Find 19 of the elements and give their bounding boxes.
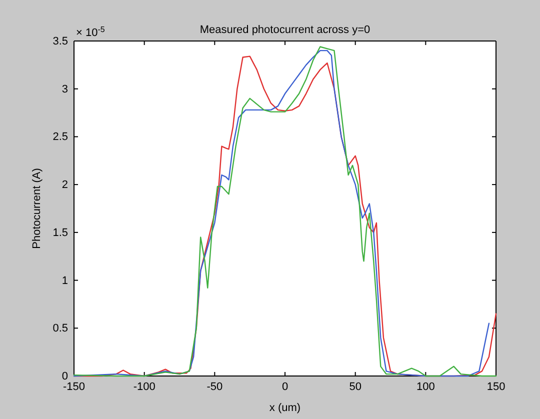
text: × 10$^{-5}$ bbox=[76, 24, 106, 39]
chart-title: Measured photocurrent across y=0 bbox=[200, 24, 370, 36]
x-tick-label: 0 bbox=[282, 380, 288, 393]
y-tick-label: 2 bbox=[62, 179, 68, 192]
x-tick-label: -100 bbox=[133, 380, 156, 393]
y-tick-label: 1.5 bbox=[52, 226, 68, 239]
y-tick-label: 3 bbox=[62, 83, 68, 96]
x-tick-label: 150 bbox=[486, 380, 506, 393]
y-tick-label: 2.5 bbox=[52, 131, 68, 144]
x-tick-label: 100 bbox=[416, 380, 435, 393]
y-axis-title: Photocurrent (A) bbox=[31, 168, 43, 249]
y-tick-label: 3.5 bbox=[52, 36, 68, 48]
y-tick-label: 0.5 bbox=[52, 322, 68, 335]
y-tick-label: 0 bbox=[62, 370, 68, 383]
x-axis-title: x (um) bbox=[269, 402, 301, 414]
x-tick-label: -150 bbox=[62, 380, 86, 393]
x-tick-label: 50 bbox=[349, 380, 362, 393]
y-tick-label: 1 bbox=[62, 274, 68, 287]
x-tick-label: -50 bbox=[206, 380, 223, 393]
